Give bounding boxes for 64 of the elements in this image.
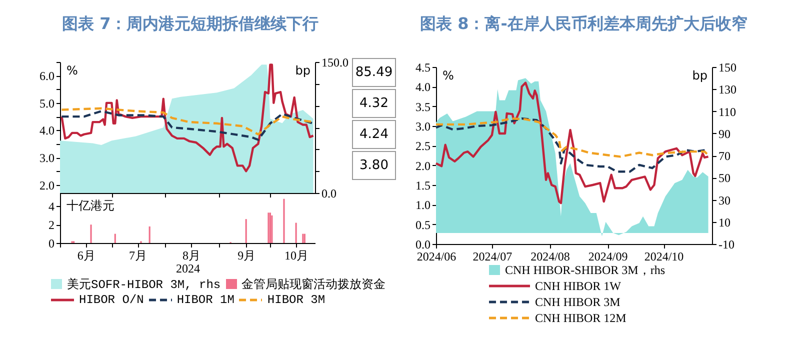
y2-tick-label: 150.0 — [322, 56, 348, 70]
x-tick-label: 10月 — [284, 248, 309, 262]
y-tick-label: 3.5 — [416, 100, 430, 114]
x-tick-label: 2024/06 — [416, 250, 456, 264]
x-tick-label: 7月 — [129, 248, 148, 262]
y2-tick-label: 130 — [718, 82, 736, 97]
y-tick-label: 0 — [48, 236, 54, 250]
y-tick-label: 2 — [48, 218, 54, 232]
legend-label: CNH HIBOR 3M — [535, 294, 620, 310]
y-tick-label: 2.5 — [416, 139, 430, 154]
text: 85.49 — [352, 58, 396, 87]
y-tick-label: 0.0 — [416, 238, 430, 252]
y-tick-label: 1.0 — [416, 198, 430, 212]
y-tick-label: 3.0 — [416, 120, 430, 134]
y-tick-label: 3.0 — [40, 151, 54, 166]
chart-title: 图表 7：周内港元短期拆借继续下行 — [62, 14, 319, 35]
y2-tick-label: 0.0 — [322, 186, 336, 200]
y-tick-label: 6.0 — [40, 69, 54, 84]
y2-tick-label: 70 — [718, 149, 730, 163]
line-series — [434, 117, 710, 158]
legend-label: HIBOR 1M — [176, 293, 234, 307]
legend-label: CNH HIBOR 1W — [535, 278, 621, 294]
legend-label: 美元SOFR-HIBOR 3M, rhs — [67, 276, 221, 292]
y2-axis-title: bp — [692, 68, 708, 82]
y2-tick-label: 10 — [718, 215, 730, 230]
x-tick-label: 2024/09 — [588, 250, 628, 264]
y-tick-label: 4.5 — [416, 60, 430, 74]
x-tick-label: 2024/10 — [644, 250, 684, 264]
x-tick-label: 8月 — [182, 248, 200, 262]
legend-label: 金管局贴现窗活动拨放资金 — [242, 276, 386, 292]
text: 4.24 — [352, 120, 396, 149]
x-axis-title: 2024 — [176, 262, 200, 276]
y2-tick-label: 50 — [718, 171, 730, 186]
line-series — [60, 110, 314, 141]
y-tick-label: 0.5 — [416, 218, 430, 232]
y2-axis-title: bp — [295, 64, 310, 78]
x-tick-label: 6月 — [77, 248, 96, 262]
y2-tick-label: 30 — [718, 193, 730, 208]
text: 3.80 — [352, 151, 396, 180]
y-tick-label: 5.0 — [40, 96, 54, 110]
x-tick-label: 9月 — [238, 248, 256, 262]
y2-tick-label: -10 — [718, 238, 734, 252]
text: 4.32 — [352, 89, 396, 118]
y2-tick-label: 150 — [718, 60, 736, 74]
chart-title: 图表 8：离-在岸人民币利差本周先扩大后收窄 — [420, 14, 748, 35]
legend-label: HIBOR O/N — [79, 293, 144, 307]
x-tick-label: 2024/07 — [472, 250, 512, 264]
y-axis-title: % — [442, 68, 454, 82]
line-series — [60, 64, 314, 172]
y-axis-title: 十亿港元 — [66, 198, 114, 212]
legend-label: HIBOR 3M — [267, 293, 326, 307]
y-tick-label: 1.5 — [416, 178, 430, 192]
legend-label: CNH HIBOR-SHIBOR 3M，rhs — [505, 262, 666, 278]
y-tick-label: 4.0 — [416, 80, 430, 94]
y-tick-label: 2.0 — [416, 158, 430, 173]
y-tick-label: 4.0 — [40, 124, 54, 138]
x-tick-label: 2024/08 — [530, 250, 570, 264]
y2-tick-label: 110 — [718, 104, 736, 119]
line-series — [434, 82, 710, 204]
y-tick-label: 4 — [48, 200, 54, 214]
y-axis-title: % — [66, 64, 78, 78]
legend-label: CNH HIBOR 12M — [535, 310, 626, 326]
y2-tick-label: 90 — [718, 126, 730, 141]
y-tick-label: 2.0 — [40, 178, 54, 192]
